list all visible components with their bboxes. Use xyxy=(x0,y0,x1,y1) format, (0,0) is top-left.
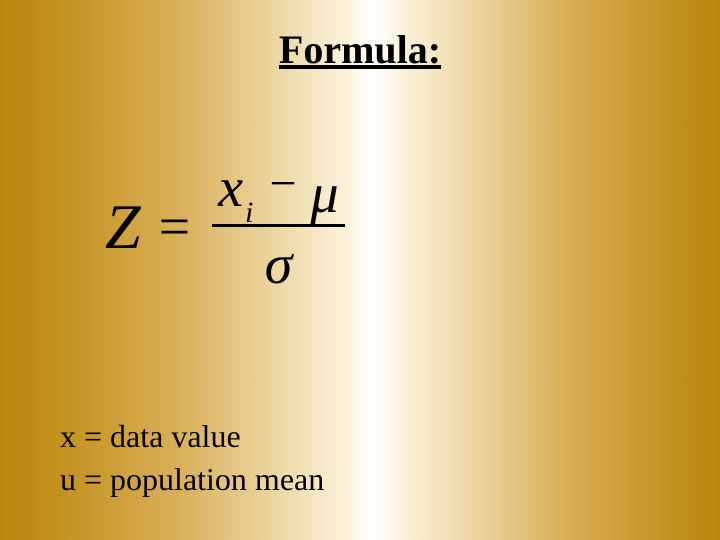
formula-numerator: x i − μ xyxy=(212,160,344,224)
slide: Formula: Z = x i − μ σ x = data value u … xyxy=(0,0,720,540)
mu-symbol: μ xyxy=(310,166,338,222)
legend: x = data value u = population mean xyxy=(60,415,324,501)
legend-line-u: u = population mean xyxy=(60,458,324,501)
x-variable: x xyxy=(218,160,243,216)
z-score-formula: Z = x i − μ σ xyxy=(105,160,345,293)
formula-denominator: σ xyxy=(265,227,293,293)
equals-sign: = xyxy=(159,199,191,255)
subscript-i: i xyxy=(245,198,253,228)
legend-line-x: x = data value xyxy=(60,415,324,458)
formula-fraction: x i − μ σ xyxy=(212,160,344,293)
minus-sign: − xyxy=(269,160,296,208)
slide-title: Formula: xyxy=(0,26,720,73)
formula-lhs: Z xyxy=(105,195,141,259)
